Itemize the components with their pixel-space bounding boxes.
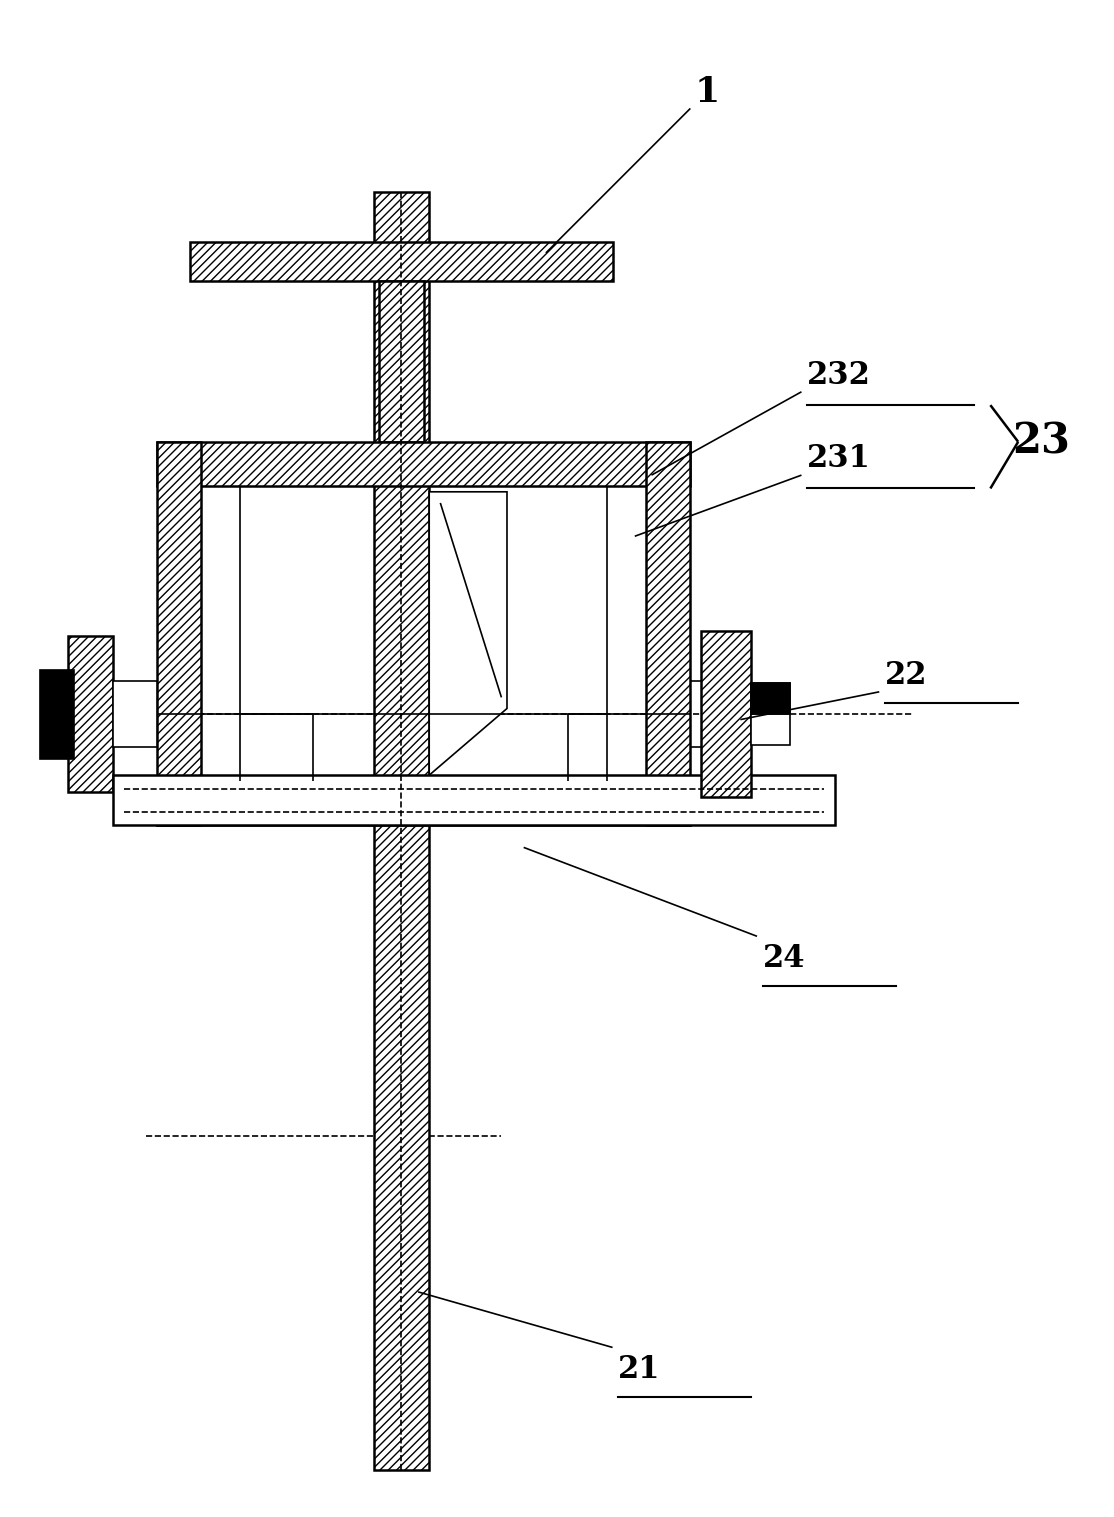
Bar xyxy=(68,636,113,792)
Text: 1: 1 xyxy=(694,74,720,109)
Text: 21: 21 xyxy=(618,1355,661,1385)
Bar xyxy=(157,781,691,825)
Polygon shape xyxy=(429,492,507,775)
Bar xyxy=(113,681,157,748)
Bar xyxy=(157,441,202,825)
Text: 24: 24 xyxy=(763,944,805,974)
Text: 231: 231 xyxy=(807,443,871,473)
Bar xyxy=(379,281,423,441)
Text: 22: 22 xyxy=(885,660,927,690)
Bar xyxy=(646,441,691,825)
Bar xyxy=(752,684,790,715)
Bar xyxy=(113,775,834,825)
Bar xyxy=(373,191,429,1470)
Bar xyxy=(702,631,752,798)
Bar xyxy=(157,441,691,487)
Text: 232: 232 xyxy=(807,360,871,391)
Bar xyxy=(190,241,613,281)
Bar xyxy=(40,669,74,758)
Bar xyxy=(752,684,790,745)
Text: 23: 23 xyxy=(1013,420,1071,463)
